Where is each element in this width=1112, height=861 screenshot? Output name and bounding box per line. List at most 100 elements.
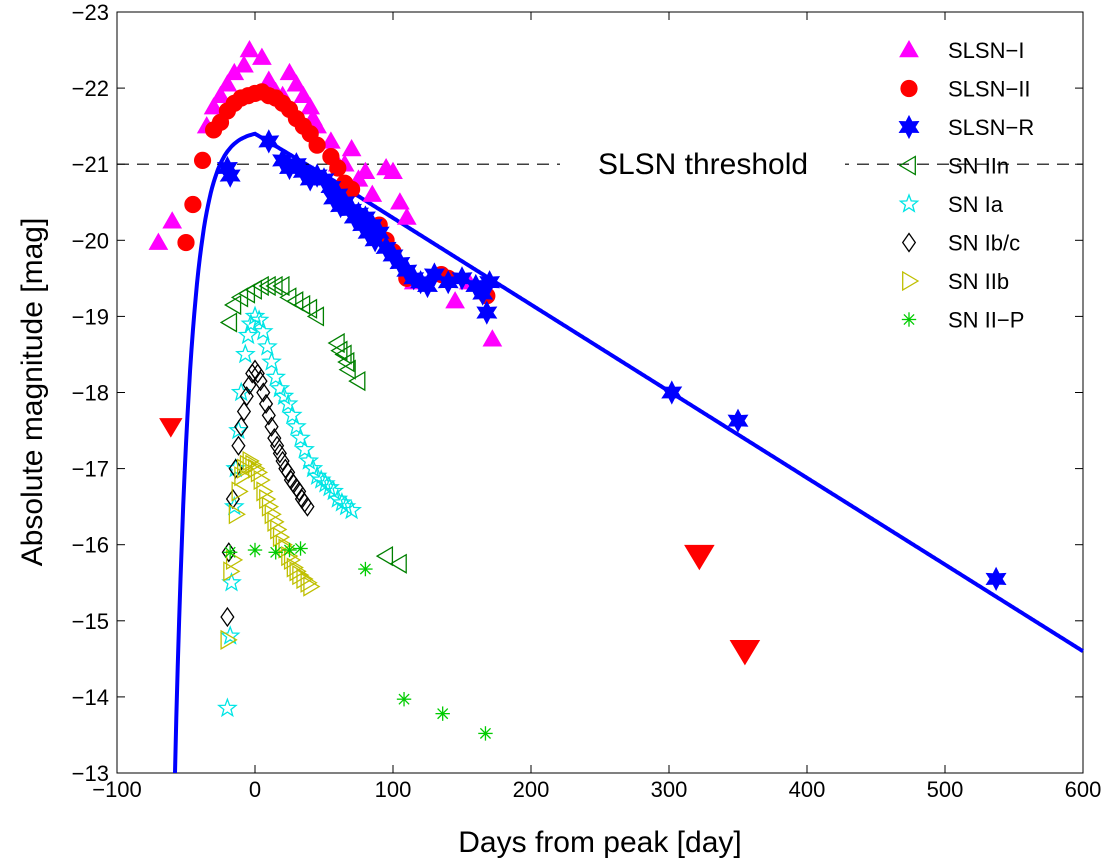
data-point xyxy=(396,207,417,225)
data-point xyxy=(729,639,761,666)
data-point xyxy=(294,438,315,459)
data-point xyxy=(323,480,344,501)
data-point xyxy=(258,393,274,415)
data-point xyxy=(684,544,715,571)
data-point xyxy=(265,275,283,297)
data-point xyxy=(281,462,296,483)
data-point xyxy=(223,561,241,582)
data-point xyxy=(239,40,260,58)
data-point xyxy=(220,629,238,650)
x-axis-title: Days from peak [day] xyxy=(458,826,741,859)
legend-marker xyxy=(902,270,920,292)
data-point xyxy=(219,312,238,333)
data-point xyxy=(302,457,324,478)
data-point xyxy=(267,511,285,533)
series-upper-limits xyxy=(159,418,761,666)
data-point xyxy=(234,466,252,487)
data-point xyxy=(148,232,169,250)
data-point xyxy=(299,298,318,319)
data-point xyxy=(239,386,254,407)
data-point xyxy=(282,542,297,558)
series-sn-iin xyxy=(219,275,407,574)
data-point xyxy=(482,329,503,347)
x-tick-label: 200 xyxy=(513,777,550,802)
legend-label: SN Ib/c xyxy=(948,231,1020,256)
x-tick-label: 600 xyxy=(1065,777,1102,802)
data-point xyxy=(727,408,749,433)
legend-marker xyxy=(900,79,918,98)
data-point xyxy=(245,363,260,384)
data-point xyxy=(162,211,183,229)
data-point xyxy=(258,129,280,154)
legend-marker xyxy=(898,193,920,213)
data-point xyxy=(228,504,246,525)
data-point xyxy=(355,161,376,180)
legend-marker xyxy=(901,232,917,253)
data-point xyxy=(261,496,280,517)
legend-label: SN IIn xyxy=(948,154,1009,179)
data-point xyxy=(341,138,362,157)
x-tick-label: 100 xyxy=(375,777,412,802)
series-sn-ia xyxy=(217,305,362,718)
y-tick-label: −17 xyxy=(72,457,109,482)
data-point xyxy=(253,370,268,392)
data-point xyxy=(220,606,235,628)
data-point xyxy=(272,526,291,548)
y-tick-label: −22 xyxy=(72,76,109,101)
series-sn-iib xyxy=(220,450,321,650)
legend-label: SLSN−R xyxy=(948,115,1034,140)
data-point xyxy=(228,419,249,440)
x-tick-label: 0 xyxy=(249,777,261,802)
data-point xyxy=(272,443,287,464)
legend-marker xyxy=(898,114,920,140)
data-point xyxy=(661,380,683,405)
data-point xyxy=(270,519,288,540)
data-point xyxy=(217,697,238,718)
legend-label: SN Ia xyxy=(948,192,1004,217)
data-point xyxy=(423,262,445,287)
threshold-layer: SLSN threshold xyxy=(117,144,1083,181)
data-point xyxy=(290,427,311,447)
legend-label: SN IIb xyxy=(948,269,1009,294)
series-sn-ii-p xyxy=(222,541,493,741)
data-point xyxy=(203,97,224,115)
data-point xyxy=(338,359,356,380)
data-point xyxy=(300,572,318,593)
x-tick-label: 400 xyxy=(789,777,826,802)
data-point xyxy=(306,306,325,327)
data-point xyxy=(389,553,407,574)
data-point xyxy=(252,320,274,341)
data-point xyxy=(396,691,412,707)
data-point xyxy=(275,450,290,472)
x-tick-label: −100 xyxy=(92,777,142,802)
data-point xyxy=(362,184,383,202)
y-tick-label: −21 xyxy=(72,152,109,177)
data-point xyxy=(231,435,246,456)
data-point xyxy=(269,435,285,456)
data-point xyxy=(184,195,202,214)
data-point xyxy=(435,706,450,721)
data-point xyxy=(451,266,473,291)
data-point xyxy=(222,545,238,560)
data-point xyxy=(159,418,183,438)
y-tick-label: −20 xyxy=(72,228,109,253)
y-tick-label: −16 xyxy=(72,533,109,558)
threshold-label: SLSN threshold xyxy=(598,148,808,181)
data-point xyxy=(329,159,347,177)
legend-marker xyxy=(898,155,916,176)
legend-marker xyxy=(901,312,917,327)
data-point xyxy=(267,428,282,449)
y-tick-label: −13 xyxy=(72,761,109,786)
data-point xyxy=(300,496,315,517)
series-sn-ib-c xyxy=(220,359,315,628)
legend-label: SN II−P xyxy=(948,308,1024,333)
data-point xyxy=(293,541,308,556)
data-point xyxy=(293,85,314,103)
data-point xyxy=(272,275,290,297)
data-point xyxy=(358,561,373,577)
data-point xyxy=(292,481,307,502)
data-point xyxy=(383,161,403,180)
data-point xyxy=(261,351,282,371)
data-point xyxy=(248,458,266,479)
